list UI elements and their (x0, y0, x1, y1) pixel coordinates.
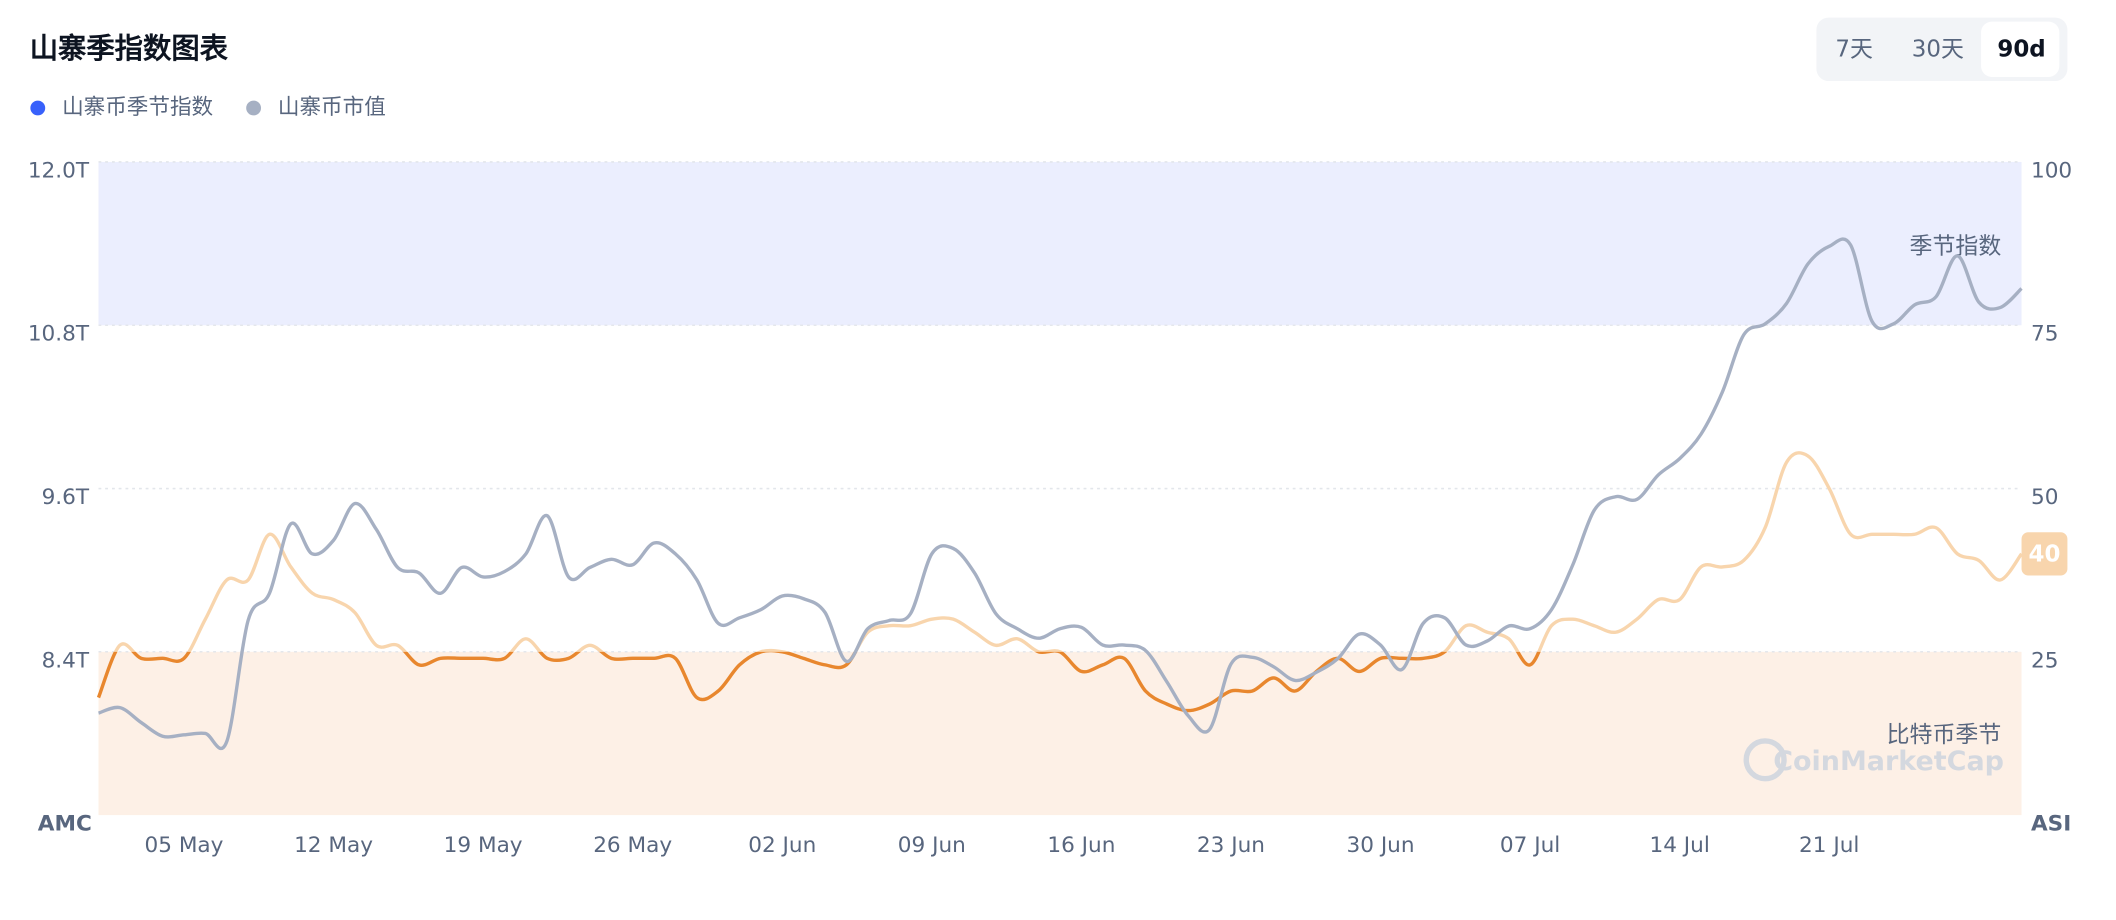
y2-tick-label: 100 (2031, 158, 2072, 183)
current-value-label: 40 (2029, 542, 2061, 568)
y-tick-label: 8.4T (42, 648, 90, 673)
y-tick-label: 12.0T (28, 158, 90, 183)
current-value-box (2021, 532, 2068, 576)
legend-label: 山寨币季节指数 (62, 95, 213, 120)
x-tick-label: 07 Jul (1500, 833, 1560, 858)
y-tick-label: 10.8T (28, 322, 90, 347)
x-tick-label: 02 Jun (748, 833, 816, 858)
x-tick-label: 09 Jun (898, 833, 966, 858)
y2-tick-label: 75 (2031, 322, 2058, 347)
range-button[interactable]: 7天 (1835, 36, 1873, 62)
x-tick-label: 14 Jul (1649, 833, 1709, 858)
legend-dot (30, 100, 46, 116)
watermark: CoinMarketCap (1773, 746, 2004, 777)
y-tick-label: 9.6T (42, 485, 90, 510)
band (98, 651, 2022, 816)
range-button[interactable]: 30天 (1912, 36, 1964, 62)
x-tick-label: 23 Jun (1197, 833, 1265, 858)
range-button-active[interactable] (1981, 21, 2060, 77)
range-button[interactable]: 90d (1997, 36, 2045, 62)
band (98, 161, 2022, 326)
x-tick-label: 30 Jun (1347, 833, 1415, 858)
series-line-low (96, 651, 1541, 713)
x-tick-label: 05 May (145, 833, 224, 858)
series-line (97, 237, 2023, 751)
y2-axis-label: ASI (2031, 812, 2071, 837)
chart-title: 山寨季指数图表 (30, 32, 229, 65)
x-tick-label: 26 May (593, 833, 672, 858)
band-label: 比特币季节 (1887, 722, 2002, 748)
x-tick-label: 16 Jun (1047, 833, 1115, 858)
legend-dot (246, 100, 262, 116)
legend-label: 山寨币市值 (278, 95, 386, 120)
x-tick-label: 12 May (294, 833, 373, 858)
y2-tick-label: 25 (2031, 648, 2058, 673)
x-tick-label: 21 Jul (1799, 833, 1859, 858)
y-axis-label: AMC (38, 812, 92, 837)
x-tick-label: 19 May (444, 833, 523, 858)
watermark-logo (1743, 738, 1787, 782)
y2-tick-label: 50 (2031, 485, 2058, 510)
